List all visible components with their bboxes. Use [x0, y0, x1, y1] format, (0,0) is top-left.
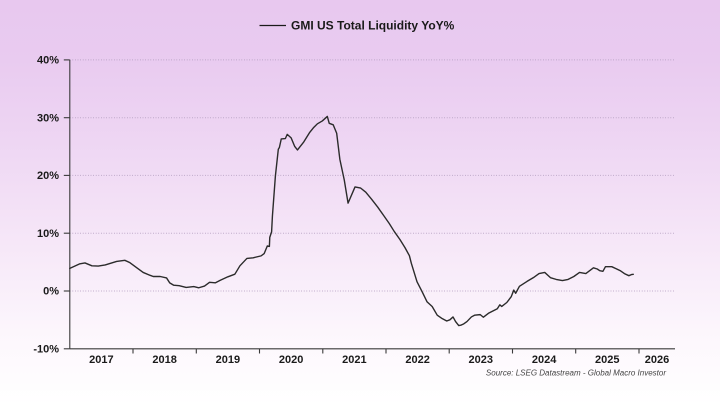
svg-text:2019: 2019	[216, 354, 240, 366]
svg-text:2026: 2026	[645, 354, 669, 366]
svg-text:40%: 40%	[37, 55, 59, 67]
svg-text:2024: 2024	[532, 354, 557, 366]
svg-text:2017: 2017	[89, 354, 113, 366]
svg-text:2023: 2023	[469, 354, 493, 366]
svg-text:20%: 20%	[37, 170, 59, 182]
svg-text:10%: 10%	[37, 228, 59, 240]
svg-text:30%: 30%	[37, 112, 59, 124]
svg-text:2021: 2021	[342, 354, 366, 366]
svg-text:0%: 0%	[43, 286, 59, 298]
svg-text:2018: 2018	[152, 354, 176, 366]
svg-text:-10%: -10%	[33, 343, 59, 355]
svg-text:2022: 2022	[405, 354, 429, 366]
svg-text:Source: LSEG Datastream - Glob: Source: LSEG Datastream - Global Macro I…	[486, 369, 666, 378]
svg-text:2025: 2025	[595, 354, 619, 366]
svg-text:GMI US Total Liquidity YoY%: GMI US Total Liquidity YoY%	[291, 19, 455, 33]
svg-text:2020: 2020	[279, 354, 303, 366]
